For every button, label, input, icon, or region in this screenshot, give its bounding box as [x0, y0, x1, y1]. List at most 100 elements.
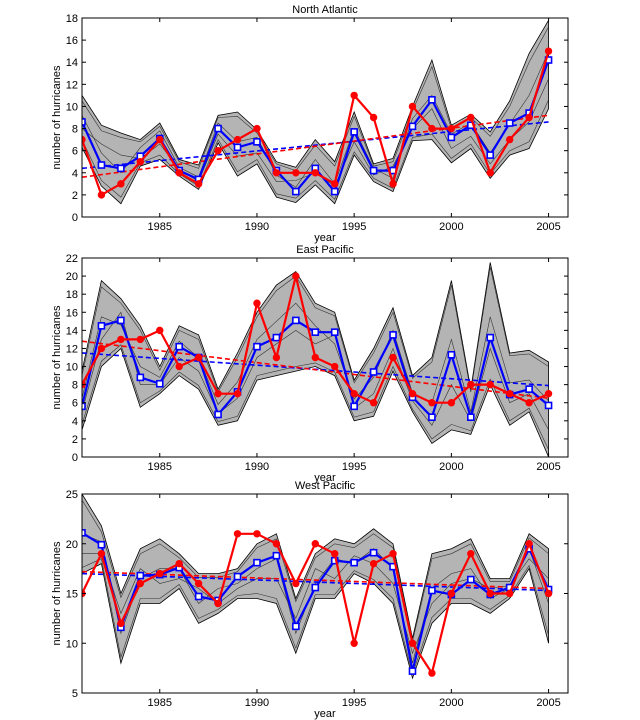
panel-1-y-tick-label-14: 14 — [66, 57, 78, 69]
panel-1-x-tick-label-2000: 2000 — [439, 221, 463, 233]
panel-1-y-tick-label-18: 18 — [66, 13, 78, 25]
panel-2-axes-box — [81, 257, 569, 458]
panel-3-series-2-point-2004 — [525, 540, 533, 548]
panel-1-series-2-point-1991 — [272, 169, 281, 177]
panel-3-series-1-point-1991 — [272, 551, 281, 560]
panel-2-title: East Pacific — [296, 244, 354, 256]
panel-3-trend-line-1 — [82, 572, 549, 592]
panel-1-series-2-point-1987 — [194, 180, 203, 188]
panel-3-x-tick-label-1995: 1995 — [342, 697, 366, 709]
panel-2-series-2-point-1983 — [117, 335, 125, 344]
panel-1-x-tick-label-2005: 2005 — [536, 221, 560, 233]
panel-2-series-1-point-1995 — [350, 402, 358, 411]
panel-3-plot-area — [82, 494, 553, 680]
panel-3-series-2-point-2002 — [486, 589, 494, 598]
panel-3-ensemble-member-1 — [82, 499, 549, 642]
panel-2-y-tick-label-18: 18 — [66, 289, 78, 301]
panel-3-series-2-point-2000 — [447, 589, 456, 598]
panel-2-trend-line-2 — [82, 340, 549, 399]
panel-1-series-2-point-1993 — [311, 169, 319, 177]
panel-2-plot-area — [82, 262, 553, 457]
panel-3-y-tick-label-10: 10 — [66, 638, 78, 650]
panel-1-series-2-point-1997 — [389, 180, 397, 188]
panel-2-series-2-point-1996 — [369, 399, 378, 407]
panel-1-series-2-point-1999 — [428, 124, 436, 133]
panel-3-series-2-point-1982 — [97, 550, 106, 558]
panel-3-x-axis-label: year — [314, 708, 336, 720]
panel-2-series-1-point-1985 — [155, 379, 164, 388]
panel-3-y-tick-label-15: 15 — [66, 589, 78, 601]
panel-1-series-2-point-2004 — [525, 113, 533, 122]
panel-1-plot-area — [82, 18, 553, 205]
panel-3-series-1-point-1981 — [82, 529, 86, 537]
panel-2-series-2-point-1991 — [272, 353, 281, 362]
panel-1-series-1-point-1998 — [408, 122, 417, 131]
panel-2-series-2-point-1988 — [214, 389, 222, 398]
panel-2-series-2-point-2000 — [447, 399, 456, 407]
panel-3-series-1-point-1996 — [369, 548, 378, 557]
panel-2-y-tick-label-0: 0 — [72, 452, 78, 464]
panel-3-series-2-point-1986 — [175, 559, 183, 568]
panel-1-series-2-point-1984 — [136, 158, 145, 166]
panel-2-series-1-point-1992 — [292, 316, 300, 325]
panel-1-x-tick-label-1995: 1995 — [342, 221, 366, 233]
panel-1-series-2-point-1986 — [175, 169, 183, 177]
panel-2-y-tick-label-12: 12 — [66, 343, 78, 355]
panel-1-series-2-point-1995 — [350, 91, 358, 100]
panel-1-axes-box — [81, 17, 569, 218]
panel-3-series-2-point-1984 — [136, 579, 145, 588]
panel-1-series-2-point-1989 — [233, 135, 242, 144]
panel-3-ensemble-member-3 — [82, 533, 549, 664]
panel-2-series-1-point-1999 — [428, 413, 436, 422]
panel-1-y-tick-label-2: 2 — [72, 190, 78, 202]
panel-2-x-tick-label-2005: 2005 — [536, 461, 560, 473]
panel-2-series-2-point-1997 — [389, 353, 397, 362]
panel-3-series-2-point-1994 — [331, 550, 339, 558]
panel-2-series-2-point-1990 — [253, 299, 261, 307]
panel-3-series-1-point-1982 — [97, 540, 106, 549]
panel-3-x-tick-label-2005: 2005 — [536, 697, 560, 709]
panel-3-series-1-point-1992 — [292, 622, 300, 631]
panel-2-x-axis-label: year — [314, 472, 336, 484]
panel-2-y-tick-label-10: 10 — [66, 362, 78, 374]
panel-1-series-2-point-1998 — [408, 102, 417, 111]
panel-3-y-tick-label-20: 20 — [66, 539, 78, 551]
panel-3-series-1-point-1984 — [136, 571, 145, 580]
panel-2-series-2-point-2003 — [505, 389, 514, 398]
panel-1-trend-line-1 — [82, 121, 549, 170]
panel-3-series-1-point-1990 — [253, 558, 261, 567]
panel-2-y-tick-label-4: 4 — [72, 416, 78, 428]
panel-3-series-2-point-1990 — [253, 530, 261, 538]
panel-2-series-1-point-1997 — [389, 331, 397, 339]
panel-3-ensemble-member-2 — [82, 558, 549, 676]
panel-1-y-tick-label-10: 10 — [66, 101, 78, 113]
panel-1-y-tick-label-16: 16 — [66, 35, 78, 47]
panel-3-series-2-point-1996 — [369, 559, 378, 568]
panel-1-y-axis-label: number of hurricanes — [51, 65, 63, 169]
panel-1-series-1-point-1992 — [292, 187, 300, 196]
panel-1-series-1-point-1994 — [330, 187, 339, 196]
panel-2-series-1-point-1993 — [311, 328, 320, 336]
panel-3-x-tick-label-2000: 2000 — [439, 697, 463, 709]
panel-3-series-2-point-1991 — [272, 540, 281, 548]
panel-2-series-2-point-1994 — [331, 362, 339, 371]
panel-2-series-2-point-2005 — [544, 389, 553, 398]
panel-1-series-1-point-1989 — [233, 143, 242, 152]
panel-3-series-2-point-2001 — [467, 550, 475, 558]
panel-1-series-1-point-1982 — [97, 161, 106, 169]
panel-1: 1985 1990 1995 2000 2005 0 2 4 6 8 10 12 14 16 18 North… — [51, 4, 569, 244]
panel-2-series-1-point-2004 — [525, 385, 533, 393]
panel-3-series-1-point-1995 — [350, 558, 358, 567]
panel-2: 1985 1990 1995 2000 2005 0 2 4 6 8 10 12 14 16 18 20 22 E… — [51, 244, 569, 484]
panel-1-series-1-point-1990 — [253, 138, 261, 146]
panel-2-series-1-point-1982 — [97, 322, 106, 330]
panel-1-series-1-point-1996 — [369, 166, 378, 175]
panel-1-x-axis-label: year — [314, 232, 336, 244]
panel-2-series-1-point-2002 — [486, 333, 495, 342]
panel-1-series-1-point-1995 — [350, 128, 358, 136]
panel-1-series-2-point-2001 — [467, 113, 475, 122]
panel-3-series-2-point-1995 — [350, 639, 358, 647]
panel-1-series-1-point-1983 — [117, 164, 125, 173]
panel-1-y-tick-label-6: 6 — [72, 146, 78, 158]
